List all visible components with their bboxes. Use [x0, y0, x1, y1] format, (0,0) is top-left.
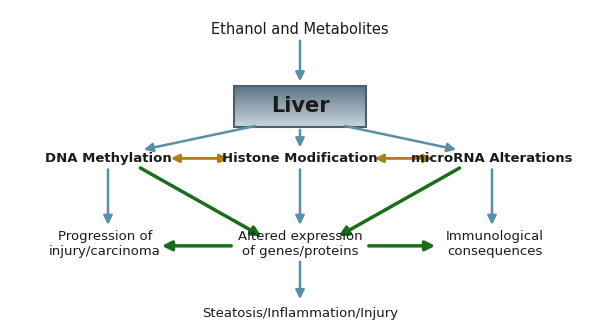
Bar: [234, 110, 366, 111]
Bar: [234, 103, 366, 104]
Bar: [234, 104, 366, 105]
Bar: [234, 95, 366, 96]
Bar: [234, 121, 366, 122]
Text: Steatosis/Inflammation/Injury: Steatosis/Inflammation/Injury: [202, 307, 398, 320]
Bar: [234, 109, 366, 110]
Bar: [234, 116, 366, 117]
Bar: [234, 88, 366, 89]
Bar: [234, 112, 366, 113]
Bar: [234, 89, 366, 90]
Bar: [234, 113, 366, 114]
Bar: [234, 102, 366, 103]
Bar: [234, 120, 366, 121]
Bar: [234, 108, 366, 109]
Bar: [234, 124, 366, 125]
Bar: [234, 86, 366, 87]
Bar: [234, 93, 366, 94]
Bar: [234, 94, 366, 95]
Text: Histone Modification: Histone Modification: [222, 152, 378, 165]
Text: Liver: Liver: [271, 96, 329, 116]
Text: Altered expression
of genes/proteins: Altered expression of genes/proteins: [238, 230, 362, 258]
Bar: [234, 86, 366, 127]
Bar: [234, 118, 366, 119]
Bar: [234, 87, 366, 88]
Text: Progression of
injury/carcinoma: Progression of injury/carcinoma: [49, 230, 161, 258]
Bar: [234, 91, 366, 92]
Bar: [234, 125, 366, 126]
Text: DNA Methylation: DNA Methylation: [44, 152, 172, 165]
Bar: [234, 126, 366, 127]
Bar: [234, 97, 366, 98]
Bar: [234, 111, 366, 112]
Bar: [234, 99, 366, 100]
Bar: [234, 115, 366, 116]
Bar: [234, 105, 366, 106]
Bar: [234, 96, 366, 97]
Text: microRNA Alterations: microRNA Alterations: [411, 152, 573, 165]
Text: Ethanol and Metabolites: Ethanol and Metabolites: [211, 22, 389, 37]
Bar: [234, 117, 366, 118]
Bar: [234, 98, 366, 99]
Text: Immunological
consequences: Immunological consequences: [446, 230, 544, 258]
Bar: [234, 100, 366, 101]
Bar: [234, 119, 366, 120]
Bar: [234, 101, 366, 102]
Bar: [234, 123, 366, 124]
Bar: [234, 114, 366, 115]
Bar: [234, 122, 366, 123]
Bar: [234, 106, 366, 108]
Bar: [234, 90, 366, 91]
Bar: [234, 92, 366, 93]
